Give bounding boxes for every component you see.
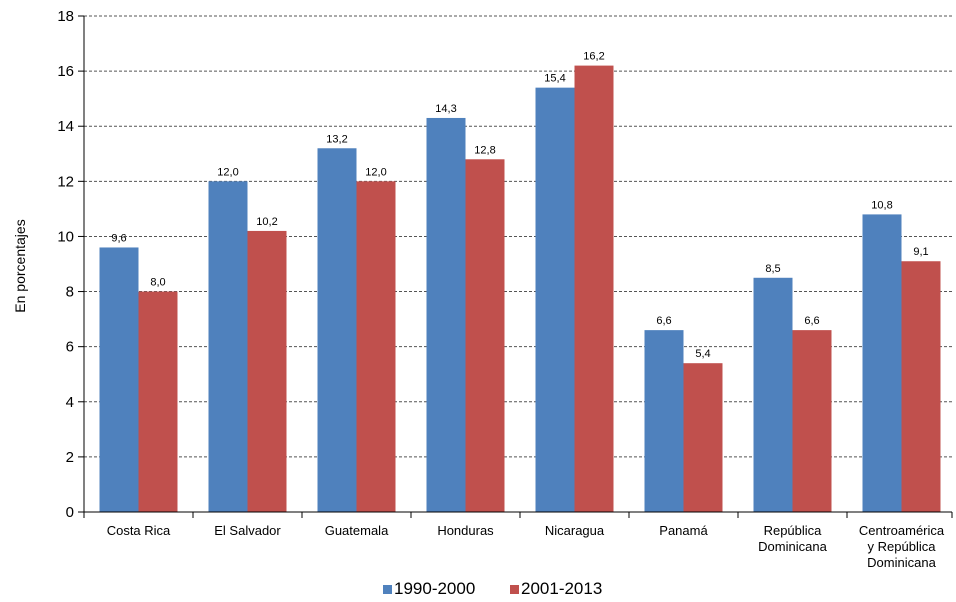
legend-label: 2001-2013 — [521, 579, 602, 598]
bar-1990-2000-6 — [753, 277, 793, 512]
bar-1990-2000-7 — [862, 214, 902, 512]
bar-2001-2013-4 — [574, 65, 614, 512]
data-label: 8,5 — [765, 263, 780, 275]
bar-2001-2013-2 — [356, 181, 396, 513]
x-category-label: Nicaragua — [545, 523, 605, 538]
data-label: 5,4 — [695, 348, 710, 360]
bar-2001-2013-3 — [465, 159, 505, 513]
data-label: 10,8 — [871, 199, 892, 211]
y-tick-label: 12 — [57, 173, 74, 190]
y-axis-title: En porcentajes — [12, 219, 28, 312]
legend-swatch — [383, 585, 392, 594]
y-tick-label: 6 — [66, 339, 74, 356]
data-label: 6,6 — [804, 315, 819, 327]
data-labels: 9,6 12,0 13,2 14,3 15,4 6,6 8,5 10,8 8,0 10,2 12,0… — [111, 51, 928, 361]
bar-1990-2000-1 — [208, 181, 248, 513]
x-category-label: y República — [868, 539, 937, 554]
y-tick-label: 14 — [57, 118, 74, 135]
x-category-label: Dominicana — [867, 555, 936, 570]
axes — [83, 16, 953, 518]
data-label: 12,8 — [474, 144, 495, 156]
bar-1990-2000-0 — [99, 247, 139, 512]
legend-label: 1990-2000 — [394, 579, 475, 598]
data-label: 15,4 — [544, 73, 565, 85]
x-category-label: Panamá — [659, 523, 708, 538]
bar-2001-2013-7 — [901, 261, 941, 512]
x-category-label: El Salvador — [214, 523, 281, 538]
bars — [99, 65, 941, 513]
x-category-label: Dominicana — [758, 539, 827, 554]
data-label: 9,1 — [913, 246, 928, 258]
y-tick-label: 16 — [57, 63, 74, 80]
bar-1990-2000-4 — [535, 87, 575, 513]
data-label: 9,6 — [111, 232, 126, 244]
data-label: 8,0 — [150, 277, 165, 289]
x-category-labels: Costa Rica El Salvador Guatemala Honduras Ni… — [107, 523, 945, 570]
bar-2001-2013-0 — [138, 291, 178, 512]
data-label: 12,0 — [365, 166, 386, 178]
bar-2001-2013-6 — [792, 330, 832, 512]
legend: 1990-2000 2001-2013 — [383, 579, 602, 598]
data-label: 12,0 — [217, 166, 238, 178]
data-label: 10,2 — [256, 216, 277, 228]
data-label: 6,6 — [656, 315, 671, 327]
bar-1990-2000-5 — [644, 330, 684, 512]
y-tick-label: 10 — [57, 228, 74, 245]
x-category-label: Honduras — [437, 523, 494, 538]
bar-2001-2013-5 — [683, 363, 723, 512]
y-tick-label: 8 — [66, 284, 74, 301]
y-tick-label: 4 — [66, 394, 74, 411]
bar-1990-2000-2 — [317, 148, 357, 512]
bar-2001-2013-1 — [247, 230, 287, 512]
y-tick-label: 0 — [66, 504, 74, 521]
y-tick-label: 2 — [66, 449, 74, 466]
x-category-label: Guatemala — [325, 523, 389, 538]
x-category-label: Costa Rica — [107, 523, 171, 538]
data-label: 14,3 — [435, 103, 456, 115]
data-label: 16,2 — [583, 51, 604, 63]
legend-swatch — [510, 585, 519, 594]
x-category-label: Centroamérica — [859, 523, 945, 538]
y-tick-labels: 0 2 4 6 8 10 12 14 16 18 — [57, 8, 74, 521]
y-tick-label: 18 — [57, 8, 74, 25]
data-label: 13,2 — [326, 133, 347, 145]
x-category-label: República — [764, 523, 823, 538]
gridlines — [78, 15, 952, 513]
bar-1990-2000-3 — [426, 117, 466, 512]
